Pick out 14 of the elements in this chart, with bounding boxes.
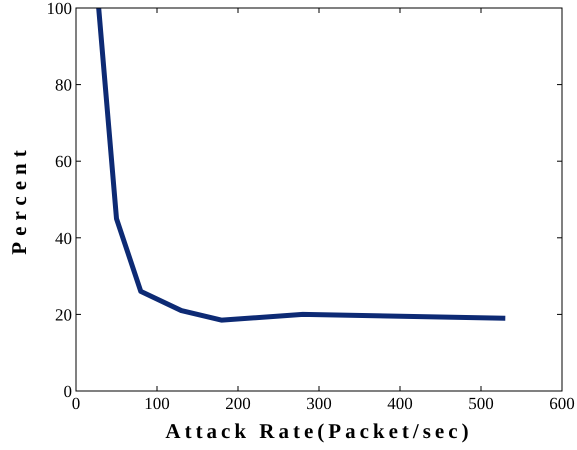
x-tick-label: 100: [144, 394, 170, 413]
y-tick-label: 60: [55, 152, 72, 172]
y-tick-label: 80: [55, 76, 72, 95]
y-tick-label: 0: [64, 382, 72, 401]
y-tick-label: 40: [55, 228, 72, 248]
x-axis-title: Attack Rate(Packet/sec): [165, 419, 473, 443]
x-tick-label: 600: [549, 394, 575, 413]
x-tick-label: 400: [387, 394, 413, 413]
x-tick-label: 300: [306, 394, 332, 413]
y-axis-title: Percent: [7, 144, 31, 255]
x-tick-label: 200: [225, 394, 251, 413]
y-tick-label: 20: [55, 305, 72, 324]
y-tick-label: 100: [46, 0, 72, 18]
x-tick-label: 500: [468, 394, 494, 413]
